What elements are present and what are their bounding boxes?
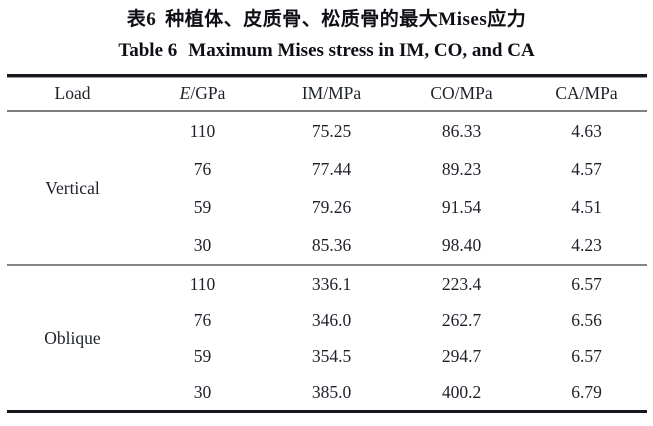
cell-ca: 6.56	[571, 309, 602, 330]
table-title-zh: 表6 种植体、皮质骨、松质骨的最大Mises应力	[0, 0, 653, 33]
cell-co: 86.33	[441, 120, 482, 141]
cell-im: 85.36	[311, 234, 352, 255]
cell-ca: 4.23	[571, 234, 602, 255]
cell-im: 336.1	[266, 264, 397, 302]
cell-ca: 6.57	[526, 264, 647, 302]
cell-e: 30	[193, 381, 212, 402]
header-e-symbol: E	[179, 83, 191, 103]
cell-im: 346.0	[311, 309, 352, 330]
cell-e: 110	[189, 120, 216, 141]
cell-e: 110	[138, 264, 267, 302]
cell-im: 77.44	[311, 158, 352, 179]
cell-ca: 4.57	[571, 158, 602, 179]
header-row: Load E/GPa IM/MPa CO/MPa CA/MPa	[6, 75, 647, 112]
cell-e: 59	[193, 196, 212, 217]
cell-ca: 6.79	[571, 381, 602, 402]
cell-co: 400.2	[441, 381, 482, 402]
table-row: 59 354.5 294.7 6.57	[7, 338, 647, 374]
cell-e: 30	[193, 234, 212, 255]
table-caption-zh: 种植体、皮质骨、松质骨的最大Mises应力	[165, 9, 527, 30]
cell-im: 354.5	[311, 345, 352, 366]
table-row: 59 79.26 91.54 4.51	[7, 188, 647, 226]
cell-e: 76	[193, 158, 212, 179]
cell-e: 76	[193, 309, 212, 330]
table-row: 30 85.36 98.40 4.23	[7, 226, 647, 265]
header-e-unit: /GPa	[190, 83, 226, 103]
header-ca-mpa: CA/MPa	[526, 75, 647, 112]
header-e-gpa: E/GPa	[138, 75, 267, 112]
table-number-zh: 表6	[126, 9, 157, 30]
cell-im: 79.26	[311, 196, 352, 217]
table-row: 30 385.0 400.2 6.79	[7, 374, 647, 412]
cell-ca: 4.63	[571, 120, 602, 141]
cell-co: 294.7	[441, 345, 482, 366]
header-co-mpa: CO/MPa	[396, 75, 527, 112]
table-body: Vertical 110 75.25 86.33 4.63 76 77.44 8…	[6, 111, 647, 412]
cell-ca: 4.51	[571, 196, 602, 217]
table-header: Load E/GPa IM/MPa CO/MPa CA/MPa	[6, 75, 647, 112]
cell-co: 223.4	[396, 264, 527, 302]
load-group-label-oblique: Oblique	[6, 264, 139, 412]
table-number-en: Table 6	[118, 40, 178, 61]
table-row: 76 346.0 262.7 6.56	[7, 302, 647, 338]
cell-ca: 6.57	[571, 345, 602, 366]
cell-e: 59	[193, 345, 212, 366]
stress-table: Load E/GPa IM/MPa CO/MPa CA/MPa Vertical…	[6, 74, 647, 413]
cell-im: 385.0	[311, 381, 352, 402]
cell-co: 98.40	[441, 234, 482, 255]
load-group-label-vertical: Vertical	[45, 177, 100, 198]
table-title-en: Table 6 Maximum Mises stress in IM, CO, a…	[0, 38, 653, 64]
header-load: Load	[6, 75, 139, 112]
table-caption-en: Maximum Mises stress in IM, CO, and CA	[188, 40, 535, 61]
cell-co: 262.7	[441, 309, 482, 330]
header-im-mpa: IM/MPa	[266, 75, 397, 112]
table-row: Vertical 110 75.25 86.33 4.63	[7, 111, 647, 198]
table-row: Oblique 110 336.1 223.4 6.57	[6, 264, 647, 412]
cell-im: 75.25	[311, 120, 352, 141]
cell-co: 91.54	[441, 196, 482, 217]
cell-co: 89.23	[441, 158, 482, 179]
table-row: 76 77.44 89.23 4.57	[7, 150, 647, 188]
